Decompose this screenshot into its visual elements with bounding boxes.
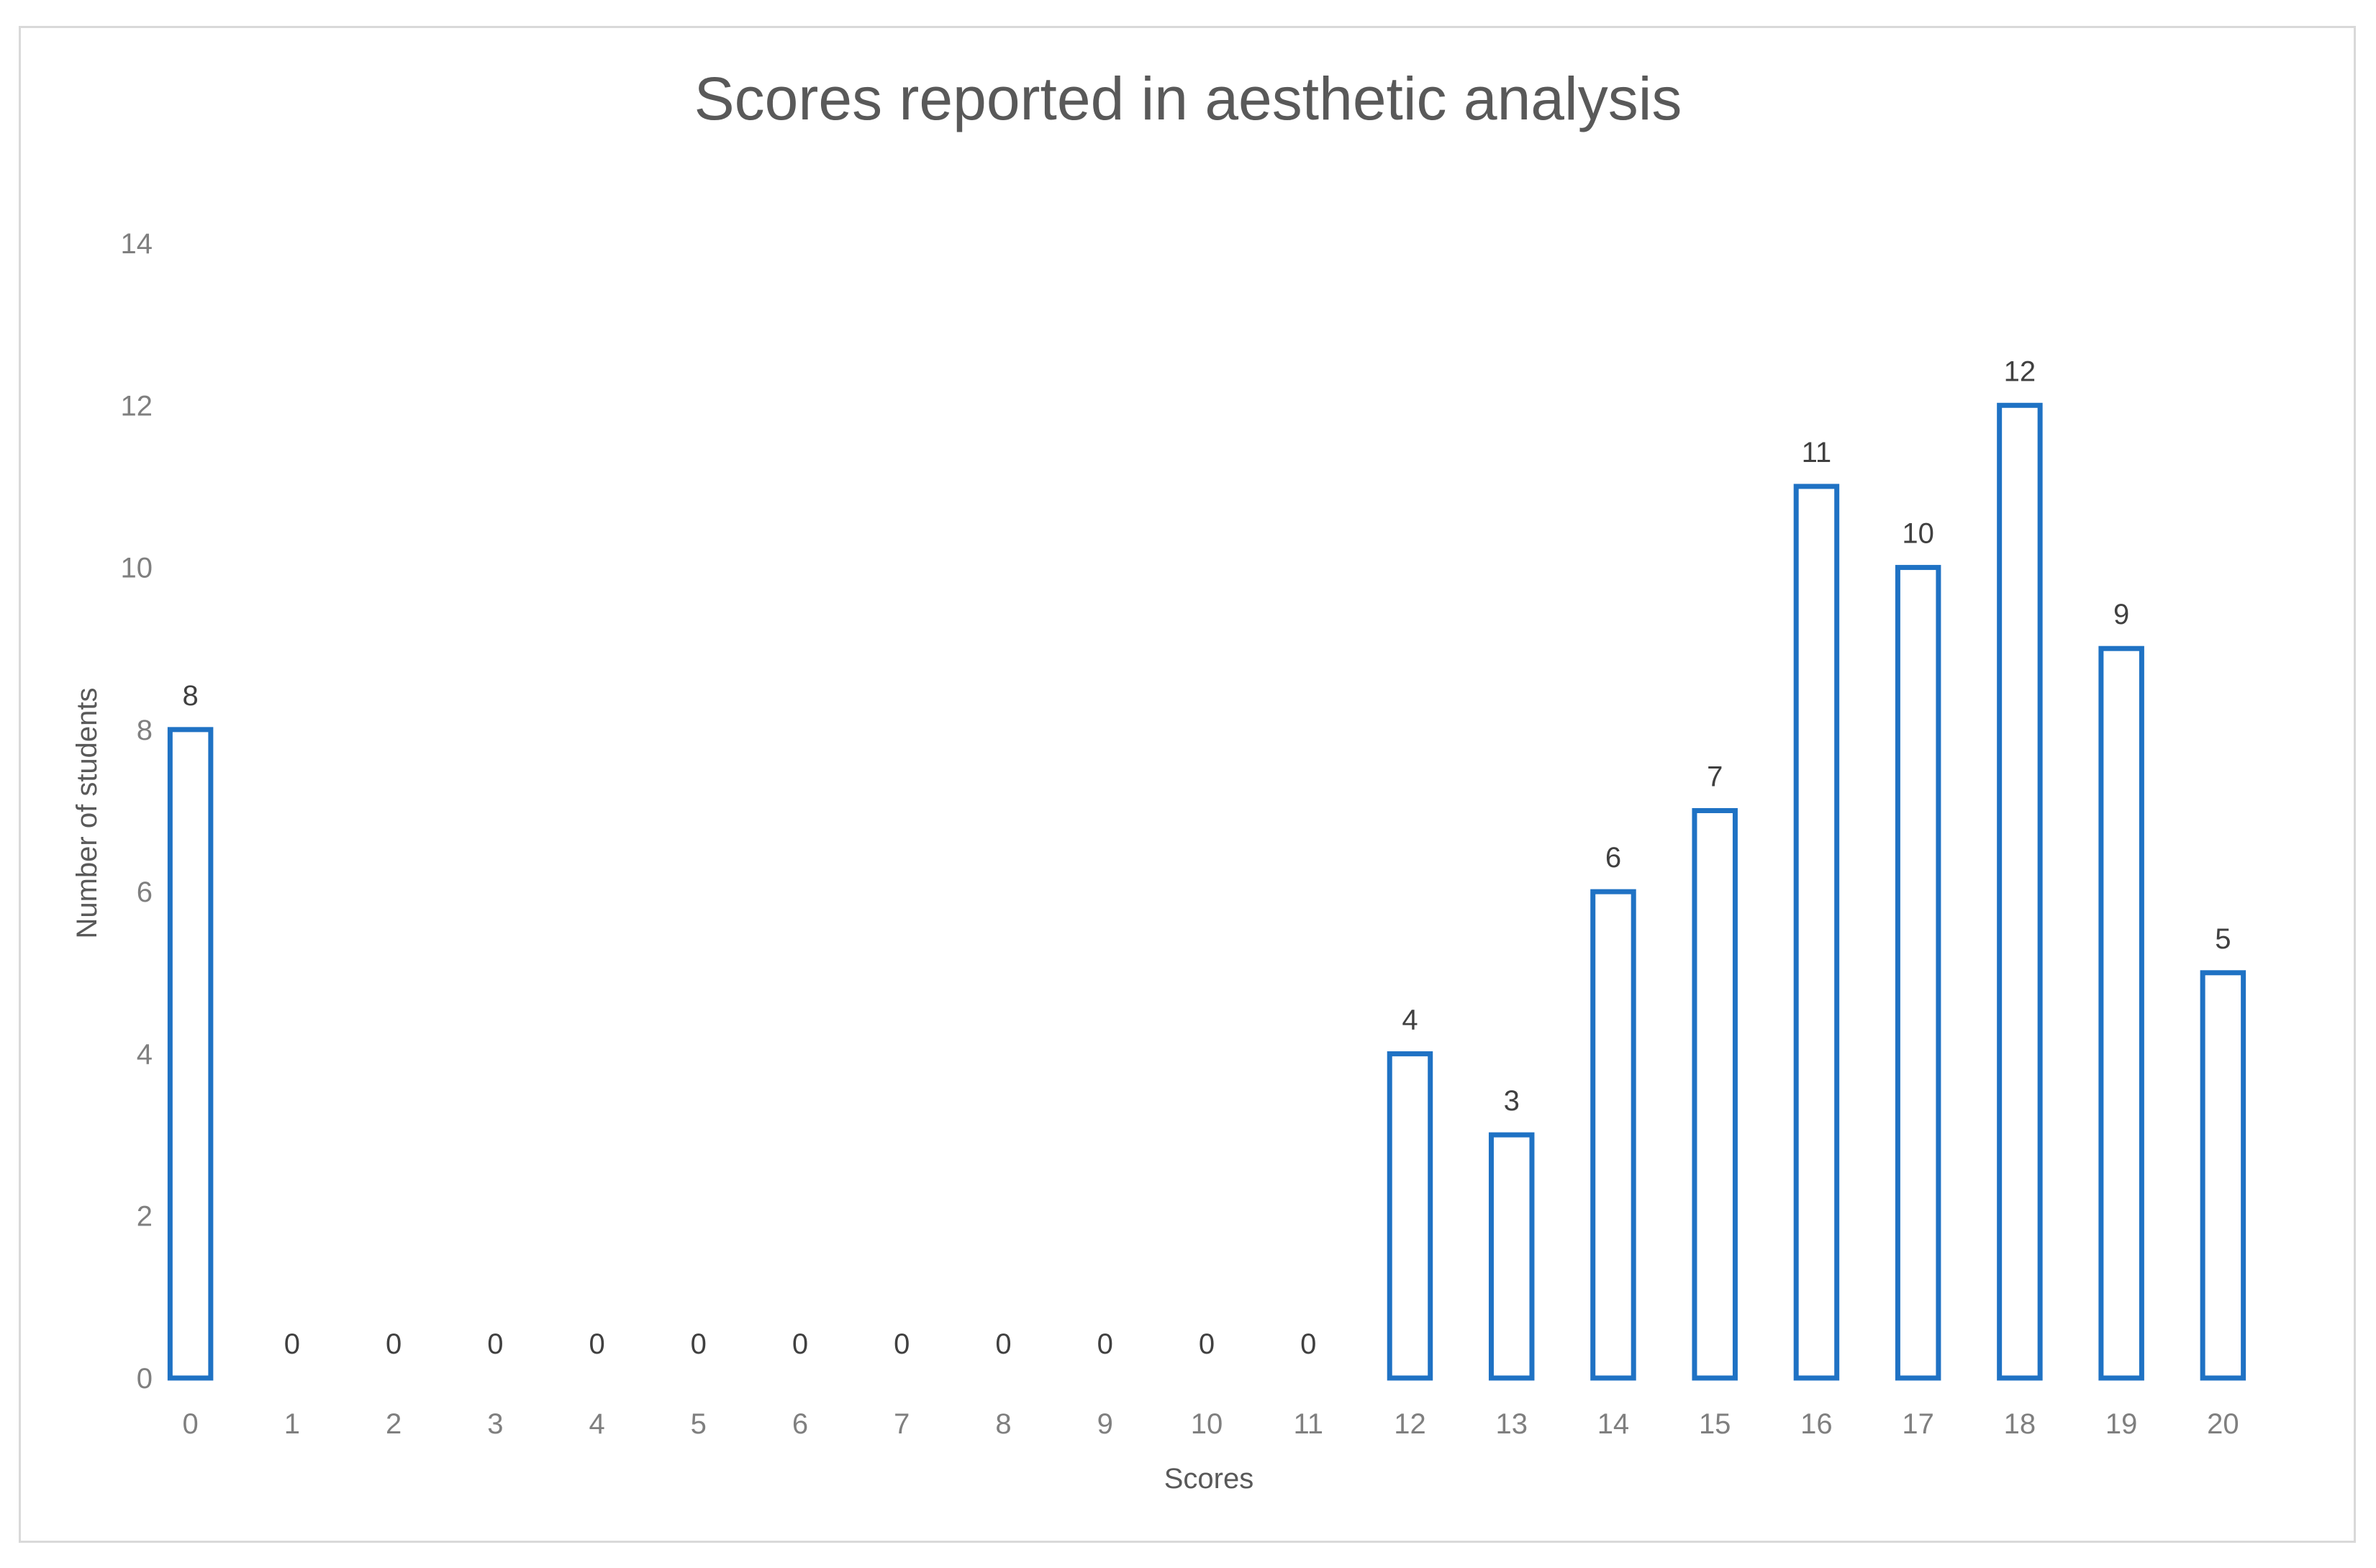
x-tick-label: 0	[182, 1408, 198, 1440]
data-label: 10	[1902, 518, 1934, 550]
data-label: 12	[2004, 355, 2036, 387]
x-tick-label: 13	[1495, 1408, 1528, 1440]
data-label: 0	[284, 1328, 300, 1360]
data-label: 7	[1707, 761, 1723, 793]
y-axis-ticks: 0 2 4 6 8 10 12 14	[121, 228, 153, 1395]
data-label: 11	[1802, 437, 1832, 468]
x-tick-label: 8	[995, 1408, 1011, 1440]
x-tick-label: 1	[284, 1408, 300, 1440]
bar	[1793, 484, 1840, 1381]
data-label: 0	[995, 1328, 1011, 1360]
data-label: 0	[894, 1328, 910, 1360]
y-tick-label: 6	[137, 876, 153, 908]
x-tick-label: 10	[1191, 1408, 1223, 1440]
data-label: 0	[487, 1328, 503, 1360]
bar	[1997, 402, 2043, 1381]
x-axis-ticks: 0 1 2 3 4 5 6 7 8 9 10 11 12 13 14 15 16 17 18 19 20	[182, 1408, 2239, 1440]
y-tick-label: 12	[121, 390, 153, 422]
data-label: 8	[182, 680, 198, 712]
x-tick-label: 19	[2105, 1408, 2138, 1440]
bar	[1488, 1132, 1535, 1381]
y-tick-label: 2	[137, 1201, 153, 1233]
data-label: 0	[691, 1328, 707, 1360]
x-tick-label: 17	[1902, 1408, 1934, 1440]
bar	[1387, 1051, 1433, 1381]
data-label: 3	[1504, 1085, 1520, 1117]
data-label: 0	[1300, 1328, 1316, 1360]
x-tick-label: 18	[2004, 1408, 2036, 1440]
x-tick-label: 4	[589, 1408, 604, 1440]
x-tick-label: 20	[2207, 1408, 2239, 1440]
bars	[167, 402, 2246, 1381]
data-label: 0	[1199, 1328, 1215, 1360]
bar	[1692, 808, 1738, 1381]
data-label: 9	[2113, 599, 2129, 630]
x-tick-label: 9	[1097, 1408, 1113, 1440]
chart-title: Scores reported in aesthetic analysis	[694, 65, 1682, 132]
bar	[2098, 645, 2144, 1381]
x-tick-label: 16	[1800, 1408, 1833, 1440]
data-label: 0	[1097, 1328, 1113, 1360]
bar	[2200, 970, 2246, 1381]
y-axis-label: Number of students	[71, 687, 103, 938]
y-tick-label: 8	[137, 715, 153, 746]
x-tick-label: 12	[1394, 1408, 1426, 1440]
chart-frame: Scores reported in aesthetic analysis 0 2…	[19, 26, 2356, 1543]
y-tick-label: 4	[137, 1038, 153, 1070]
x-tick-label: 7	[894, 1408, 910, 1440]
x-tick-label: 15	[1699, 1408, 1731, 1440]
data-label: 0	[792, 1328, 808, 1360]
x-tick-label: 14	[1597, 1408, 1630, 1440]
bar	[167, 727, 214, 1381]
data-label: 6	[1605, 842, 1621, 874]
data-label: 0	[386, 1328, 402, 1360]
x-tick-label: 6	[792, 1408, 808, 1440]
data-label: 0	[589, 1328, 604, 1360]
x-tick-label: 11	[1293, 1408, 1323, 1440]
x-tick-label: 3	[487, 1408, 503, 1440]
y-tick-label: 14	[121, 228, 153, 260]
bar	[1895, 565, 1941, 1381]
x-tick-label: 2	[386, 1408, 402, 1440]
data-labels: 8 0 0 0 0 0 0 0 0 0 0 0 4 3 6 7 11 10 12 9 5	[182, 355, 2231, 1360]
x-tick-label: 5	[691, 1408, 707, 1440]
x-axis-label: Scores	[1164, 1463, 1254, 1495]
bar	[1590, 889, 1636, 1381]
data-label: 5	[2215, 923, 2231, 955]
y-tick-label: 10	[121, 553, 153, 584]
y-tick-label: 0	[137, 1363, 153, 1395]
data-label: 4	[1402, 1004, 1418, 1035]
